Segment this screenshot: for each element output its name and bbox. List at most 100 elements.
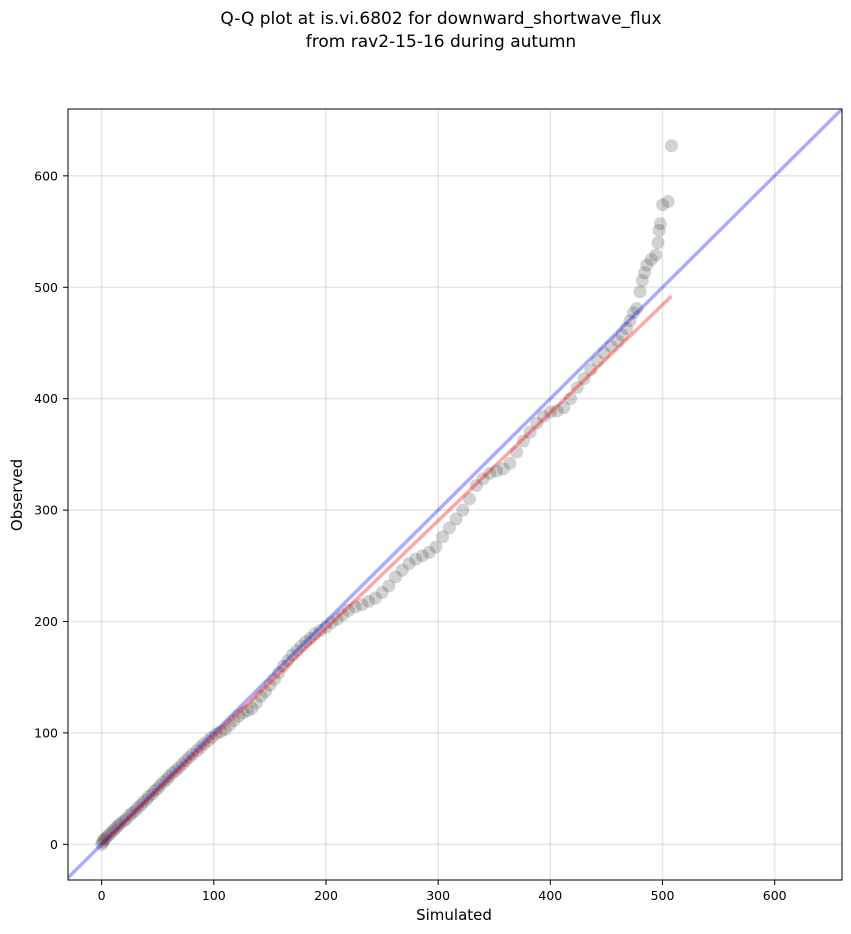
qq-point: [638, 266, 652, 280]
qq-point: [537, 410, 551, 424]
qq-point: [584, 363, 598, 377]
qq-point: [258, 685, 272, 699]
qq-point: [147, 784, 161, 798]
plot-frame: [67, 108, 843, 881]
qq-point: [490, 464, 504, 478]
qq-point: [285, 648, 299, 662]
qq-point: [577, 372, 591, 386]
qq-point: [341, 603, 355, 617]
x-tick-label: 0: [98, 888, 106, 903]
qq-point: [218, 723, 232, 737]
qq-point: [422, 545, 436, 559]
qq-point: [276, 659, 290, 673]
qq-point: [179, 754, 193, 768]
qq-point: [597, 346, 611, 360]
y-tick-label: 300: [34, 503, 58, 518]
qq-point: [172, 760, 186, 774]
qq-point: [186, 747, 200, 761]
x-axis-label: Simulated: [416, 906, 492, 924]
qq-point: [303, 631, 317, 645]
qq-point: [308, 627, 322, 641]
qq-point: [483, 466, 497, 480]
qq-point: [635, 274, 649, 288]
qq-point: [223, 718, 237, 732]
qq-point: [476, 472, 490, 486]
qq-point: [125, 806, 139, 820]
qq-point: [653, 217, 667, 231]
qq-point: [209, 727, 223, 741]
plot-area: 0 100 200 300 400 500 600 0 100 200 300 400 500 600: [34, 108, 843, 903]
qq-point: [623, 314, 637, 328]
qq-point: [240, 704, 254, 718]
qq-point: [193, 740, 207, 754]
y-tick-label: 600: [34, 168, 58, 183]
qq-point: [402, 557, 416, 571]
x-tick-label: 200: [314, 888, 338, 903]
qq-point: [409, 552, 423, 566]
qq-point: [153, 778, 167, 792]
qq-point: [205, 730, 219, 744]
qq-point: [510, 445, 524, 459]
x-tick-label: 300: [426, 888, 450, 903]
qq-point: [415, 549, 429, 563]
qq-point: [169, 764, 183, 778]
qq-point: [395, 563, 409, 577]
qq-point: [109, 821, 123, 835]
qq-point: [449, 512, 463, 526]
qq-point: [336, 608, 350, 622]
x-tick-label: 400: [538, 888, 562, 903]
qq-point: [175, 757, 189, 771]
qq-point: [105, 825, 119, 839]
chart-title-line-2: from rav2-15-16 during autumn: [306, 32, 576, 52]
qq-point: [456, 503, 470, 517]
qq-point: [128, 804, 142, 818]
qq-point: [227, 714, 241, 728]
qq-point: [463, 492, 477, 506]
qq-point: [103, 827, 117, 841]
qq-point: [429, 540, 443, 554]
qq-point: [389, 570, 403, 584]
qq-point: [348, 600, 362, 614]
fit-line: [100, 294, 673, 846]
qq-point: [620, 321, 634, 335]
y-tick-label: 100: [34, 725, 58, 740]
qq-point: [649, 248, 663, 262]
qq-point: [267, 672, 281, 686]
qq-point: [294, 639, 308, 653]
qq-point: [142, 789, 156, 803]
qq-point: [96, 835, 110, 849]
qq-point: [661, 194, 675, 208]
qq-point: [111, 818, 125, 832]
qq-point: [162, 769, 176, 783]
qq-point: [197, 737, 211, 751]
qq-point: [375, 586, 389, 600]
y-tick-label: 500: [34, 280, 58, 295]
qq-point: [214, 725, 228, 739]
qq-point: [368, 591, 382, 605]
qq-point: [151, 782, 165, 796]
qq-point: [604, 339, 618, 353]
qq-point: [362, 594, 376, 608]
qq-point: [442, 521, 456, 535]
qq-point: [290, 643, 304, 657]
qq-point: [123, 808, 137, 822]
qq-point: [299, 635, 313, 649]
qq-point: [190, 744, 204, 758]
qq-point: [245, 701, 259, 715]
qq-point: [496, 462, 510, 476]
qq-point: [664, 139, 678, 153]
qq-point: [313, 623, 327, 637]
qq-point: [633, 285, 647, 299]
x-tick-label: 600: [763, 888, 787, 903]
qq-point: [131, 801, 145, 815]
y-tick-label: 200: [34, 614, 58, 629]
qq-point: [254, 689, 268, 703]
qq-point: [382, 579, 396, 593]
y-tick-label: 400: [34, 391, 58, 406]
identity-line: [68, 109, 842, 880]
qq-point: [611, 334, 625, 348]
qq-point: [119, 812, 133, 826]
qq-point: [97, 833, 111, 847]
qq-point: [436, 530, 450, 544]
